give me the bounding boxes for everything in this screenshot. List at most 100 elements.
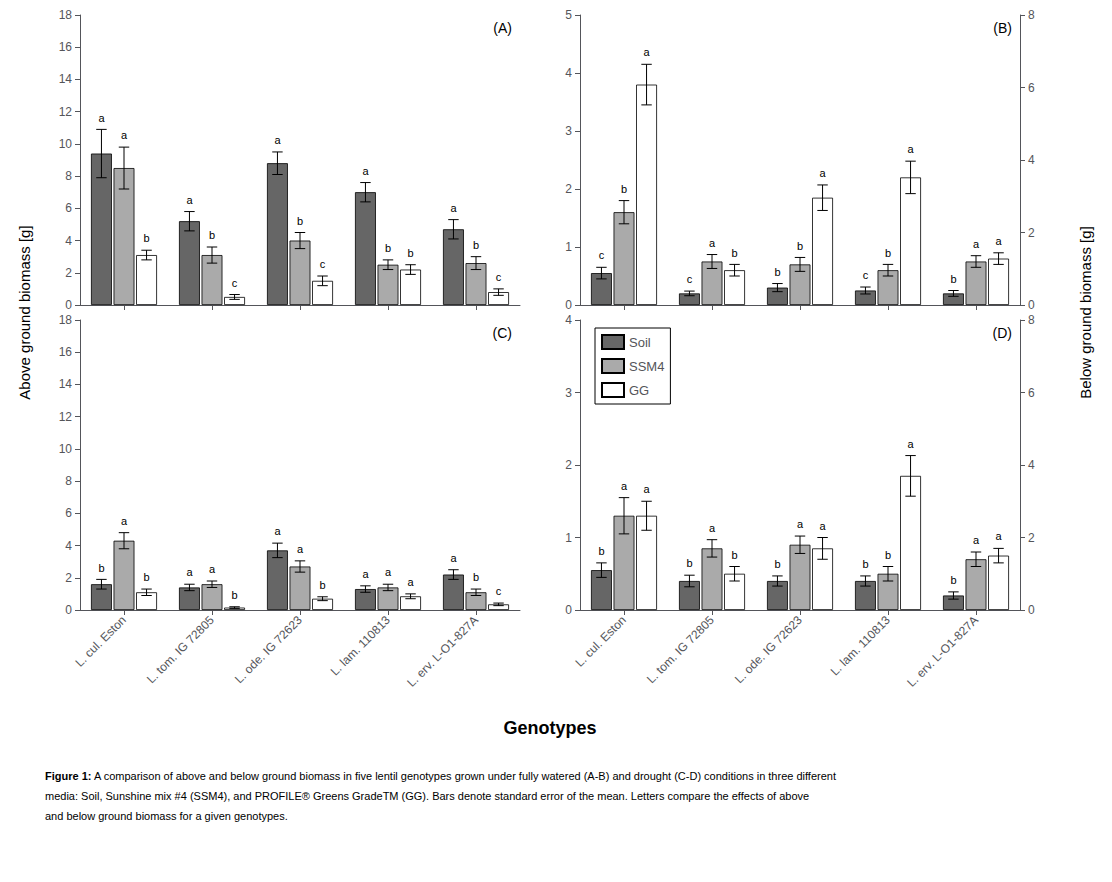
svg-text:4: 4 — [65, 234, 72, 248]
svg-text:10: 10 — [59, 442, 73, 456]
svg-text:a: a — [362, 568, 369, 580]
svg-text:L. cul. Eston: L. cul. Eston — [572, 613, 629, 670]
svg-text:a: a — [186, 194, 193, 206]
svg-text:8: 8 — [1028, 313, 1035, 327]
svg-text:4: 4 — [1028, 153, 1035, 167]
svg-text:L. tom. IG 72805: L. tom. IG 72805 — [144, 613, 217, 686]
svg-text:0: 0 — [65, 298, 72, 312]
svg-text:b: b — [319, 579, 325, 591]
svg-text:0: 0 — [1028, 603, 1035, 617]
svg-text:2: 2 — [1028, 226, 1035, 240]
svg-text:b: b — [297, 215, 303, 227]
svg-text:L. tom. IG 72805: L. tom. IG 72805 — [644, 613, 717, 686]
svg-text:(A): (A) — [493, 20, 512, 36]
svg-text:a: a — [819, 520, 826, 532]
svg-text:6: 6 — [65, 201, 72, 215]
svg-text:c: c — [687, 273, 693, 285]
svg-text:12: 12 — [59, 410, 73, 424]
svg-text:(C): (C) — [493, 325, 512, 341]
svg-text:a: a — [274, 134, 281, 146]
svg-text:a: a — [209, 563, 216, 575]
svg-text:b: b — [950, 273, 956, 285]
svg-text:8: 8 — [65, 169, 72, 183]
svg-text:L. cul. Eston: L. cul. Eston — [72, 613, 129, 670]
svg-text:a: a — [121, 129, 128, 141]
svg-text:b: b — [686, 557, 692, 569]
svg-text:a: a — [450, 552, 457, 564]
svg-text:1: 1 — [565, 531, 572, 545]
svg-text:16: 16 — [59, 40, 73, 54]
svg-text:4: 4 — [565, 66, 572, 80]
svg-text:(D): (D) — [993, 325, 1012, 341]
svg-text:L. lam. 110813: L. lam. 110813 — [828, 613, 894, 679]
svg-text:12: 12 — [59, 105, 73, 119]
svg-text:c: c — [496, 585, 502, 597]
svg-text:14: 14 — [59, 72, 73, 86]
svg-text:a: a — [297, 543, 304, 555]
svg-text:0: 0 — [565, 603, 572, 617]
svg-text:c: c — [863, 269, 869, 281]
svg-text:b: b — [473, 239, 479, 251]
svg-text:a: a — [643, 46, 650, 58]
svg-text:0: 0 — [565, 298, 572, 312]
svg-text:a: a — [643, 483, 650, 495]
svg-text:a: a — [797, 518, 804, 530]
svg-text:L. erv. L-O1-827A: L. erv. L-O1-827A — [404, 613, 481, 690]
svg-text:3: 3 — [565, 124, 572, 138]
svg-text:b: b — [885, 247, 891, 259]
svg-text:2: 2 — [1028, 531, 1035, 545]
svg-text:a: a — [407, 576, 414, 588]
svg-text:b: b — [98, 562, 104, 574]
svg-text:0: 0 — [1028, 298, 1035, 312]
svg-text:4: 4 — [565, 313, 572, 327]
svg-text:b: b — [774, 266, 780, 278]
svg-text:L. ode. IG 72623: L. ode. IG 72623 — [732, 613, 805, 686]
svg-text:b: b — [209, 229, 215, 241]
svg-text:6: 6 — [65, 506, 72, 520]
svg-text:SSM4: SSM4 — [629, 359, 664, 374]
svg-text:6: 6 — [1028, 386, 1035, 400]
svg-text:a: a — [995, 235, 1002, 247]
svg-text:b: b — [885, 549, 891, 561]
svg-text:L. erv. L-O1-827A: L. erv. L-O1-827A — [904, 613, 981, 690]
svg-text:a: a — [186, 566, 193, 578]
svg-text:a: a — [973, 534, 980, 546]
svg-text:c: c — [496, 271, 502, 283]
svg-text:c: c — [232, 277, 238, 289]
svg-text:b: b — [143, 232, 149, 244]
svg-text:a: a — [98, 112, 105, 124]
svg-text:14: 14 — [59, 377, 73, 391]
svg-text:L. ode. IG 72623: L. ode. IG 72623 — [232, 613, 305, 686]
svg-text:18: 18 — [59, 313, 73, 327]
svg-text:b: b — [621, 183, 627, 195]
svg-text:a: a — [995, 530, 1002, 542]
svg-text:A comparison of above and belo: A comparison of above and below ground b… — [91, 770, 836, 782]
svg-text:5: 5 — [565, 8, 572, 22]
svg-text:4: 4 — [65, 539, 72, 553]
svg-text:b: b — [385, 242, 391, 254]
svg-text:(B): (B) — [993, 20, 1012, 36]
svg-text:8: 8 — [1028, 8, 1035, 22]
svg-text:a: a — [907, 438, 914, 450]
svg-text:b: b — [473, 571, 479, 583]
svg-text:10: 10 — [59, 137, 73, 151]
svg-text:Figure 1:: Figure 1: — [45, 770, 91, 782]
svg-text:Below ground biomass [g]: Below ground biomass [g] — [1077, 226, 1094, 399]
svg-text:Genotypes: Genotypes — [503, 718, 596, 738]
svg-text:b: b — [797, 240, 803, 252]
svg-text:b: b — [143, 571, 149, 583]
svg-text:b: b — [774, 558, 780, 570]
svg-text:3: 3 — [565, 386, 572, 400]
svg-text:a: a — [385, 566, 392, 578]
svg-text:b: b — [231, 589, 237, 601]
svg-text:a: a — [450, 202, 457, 214]
svg-text:b: b — [731, 247, 737, 259]
svg-text:2: 2 — [565, 182, 572, 196]
svg-text:a: a — [121, 515, 128, 527]
svg-text:4: 4 — [1028, 458, 1035, 472]
svg-text:2: 2 — [565, 458, 572, 472]
svg-text:a: a — [907, 143, 914, 155]
svg-text:a: a — [274, 525, 281, 537]
svg-text:1: 1 — [565, 240, 572, 254]
svg-text:Above ground biomass [g]: Above ground biomass [g] — [16, 225, 33, 399]
